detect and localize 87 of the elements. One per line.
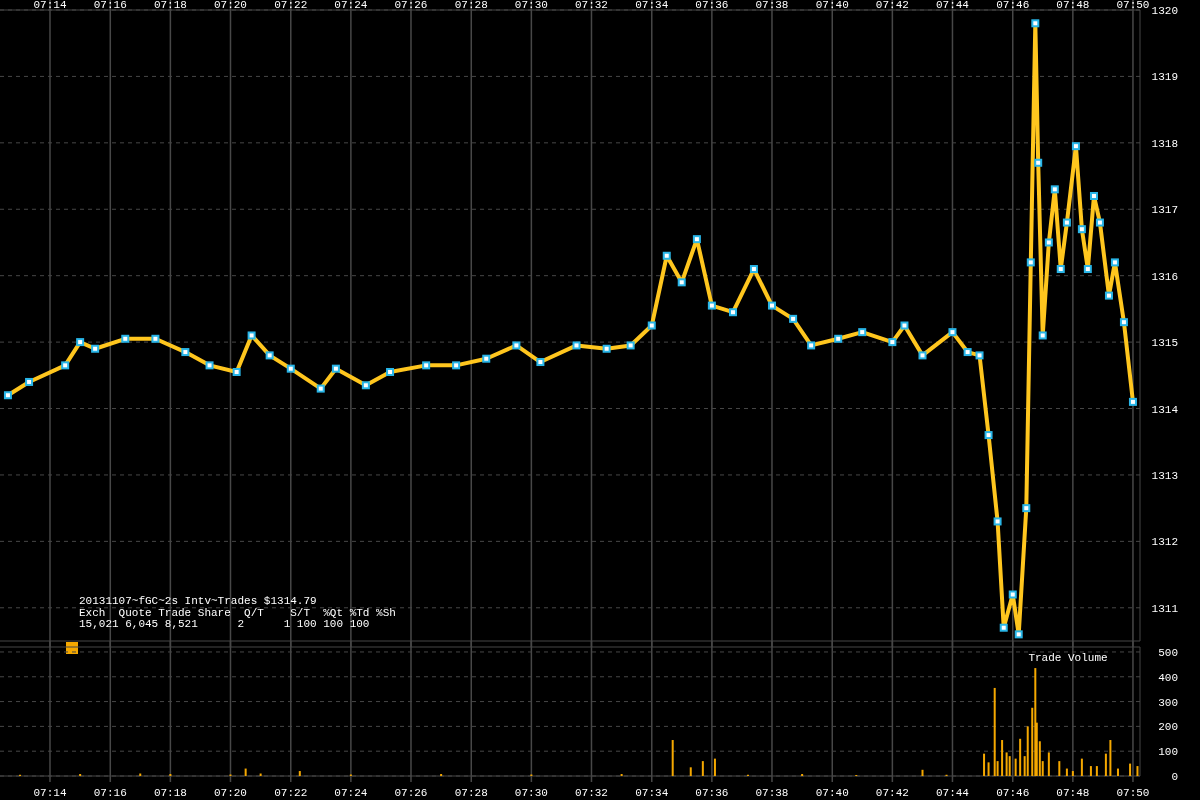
x-tick-label: 07:46: [996, 0, 1030, 11]
x-tick-label: 07:40: [815, 787, 849, 799]
x-tick-label: 07:14: [33, 787, 67, 799]
x-tick-label: 07:26: [394, 787, 428, 799]
x-tick-label: 07:24: [334, 0, 368, 11]
y-tick-label: 1312: [1151, 536, 1178, 549]
x-tick-label: 07:44: [935, 0, 970, 11]
x-tick-label: 07:14: [33, 0, 67, 11]
bar: [244, 768, 247, 776]
x-tick-label: 07:26: [394, 0, 428, 11]
bar: [921, 769, 924, 776]
x-tick-label: 07:46: [996, 787, 1030, 799]
bar: [1014, 758, 1017, 776]
bar: [983, 753, 986, 776]
bar: [298, 771, 301, 776]
bar: [671, 740, 674, 776]
bar: [1136, 766, 1139, 776]
bar: [1116, 768, 1119, 776]
y-tick-label: 1317: [1151, 204, 1178, 217]
bar: [1034, 668, 1037, 776]
x-tick-label: 07:38: [755, 0, 789, 11]
bar: [1109, 740, 1112, 776]
bar: [1008, 756, 1011, 776]
bar: [1047, 752, 1050, 776]
bar: [689, 767, 692, 776]
bar: [1071, 771, 1074, 776]
bar: [701, 761, 704, 776]
y-tick-label: 0: [1171, 771, 1178, 783]
x-tick-label: 07:48: [1056, 0, 1090, 11]
x-tick-label: 07:22: [274, 0, 308, 11]
x-tick-label: 07:30: [514, 787, 548, 799]
x-tick-label: 07:34: [635, 0, 669, 11]
x-tick-label: 07:48: [1056, 787, 1090, 799]
y-tick-label: 100: [1158, 746, 1178, 759]
bar: [1058, 761, 1061, 776]
bar: [1104, 753, 1107, 776]
x-tick-label: 07:24: [334, 787, 368, 799]
y-tick-label: 1320: [1151, 5, 1178, 17]
x-tick-label: 07:18: [153, 0, 187, 11]
text: Trade Volume: [1028, 652, 1108, 664]
y-tick-label: 1319: [1151, 71, 1178, 84]
y-tick-label: 200: [1158, 721, 1178, 734]
y-tick-label: 500: [1158, 646, 1178, 659]
annotation: 20131107~fGC~2s Intv~Trades $1314.79: [79, 595, 317, 607]
x-tick-label: 07:42: [875, 787, 909, 799]
x-tick-label: 07:36: [695, 0, 729, 11]
y-tick-label: 1318: [1151, 137, 1178, 150]
bar: [1095, 766, 1098, 776]
x-tick-label: 07:20: [213, 787, 247, 799]
bar: [1080, 758, 1083, 776]
x-tick-label: 07:50: [1116, 0, 1150, 11]
x-tick-label: 07:40: [815, 0, 849, 11]
x-tick-label: 07:16: [93, 0, 127, 11]
x-tick-label: 07:32: [574, 0, 608, 11]
x-tick-label: 07:42: [875, 0, 909, 11]
x-tick-label: 07:20: [213, 0, 247, 11]
bar: [987, 762, 990, 776]
bar: [1089, 766, 1092, 776]
x-tick-label: 07:32: [574, 787, 608, 799]
x-tick-label: 07:34: [635, 787, 669, 799]
y-tick-label: 1314: [1151, 403, 1179, 416]
y-tick-label: 1313: [1151, 469, 1178, 482]
annotation: 15,021 6,045 8,521 2 1 100 100 100: [79, 618, 370, 630]
y-tick-label: 1315: [1151, 337, 1178, 350]
bar: [1065, 768, 1068, 776]
x-tick-label: 07:22: [274, 787, 308, 799]
annotation: Exch Quote Trade Share Q/T S/T %Qt %Td %Sh: [79, 606, 396, 619]
x-tick-label: 07:36: [695, 787, 729, 799]
x-tick-label: 07:28: [454, 787, 488, 799]
y-tick-label: 400: [1158, 671, 1178, 684]
x-tick-label: 07:16: [93, 787, 127, 799]
x-tick-label: 07:50: [1116, 787, 1150, 799]
x-tick-label: 07:38: [755, 787, 789, 799]
x-tick-label: 07:44: [935, 787, 970, 799]
bar: [713, 758, 716, 776]
y-tick-label: 1316: [1151, 270, 1178, 283]
y-tick-label: 1311: [1151, 602, 1179, 615]
y-tick-label: 300: [1158, 696, 1178, 709]
x-tick-label: 07:18: [153, 787, 187, 799]
bar: [1019, 738, 1022, 776]
bar: [1129, 763, 1132, 776]
bar: [1001, 740, 1004, 776]
x-tick-label: 07:30: [514, 0, 548, 11]
bar: [993, 687, 996, 776]
x-tick-label: 07:28: [454, 0, 488, 11]
bar: [1005, 752, 1008, 776]
bar: [1026, 726, 1029, 776]
